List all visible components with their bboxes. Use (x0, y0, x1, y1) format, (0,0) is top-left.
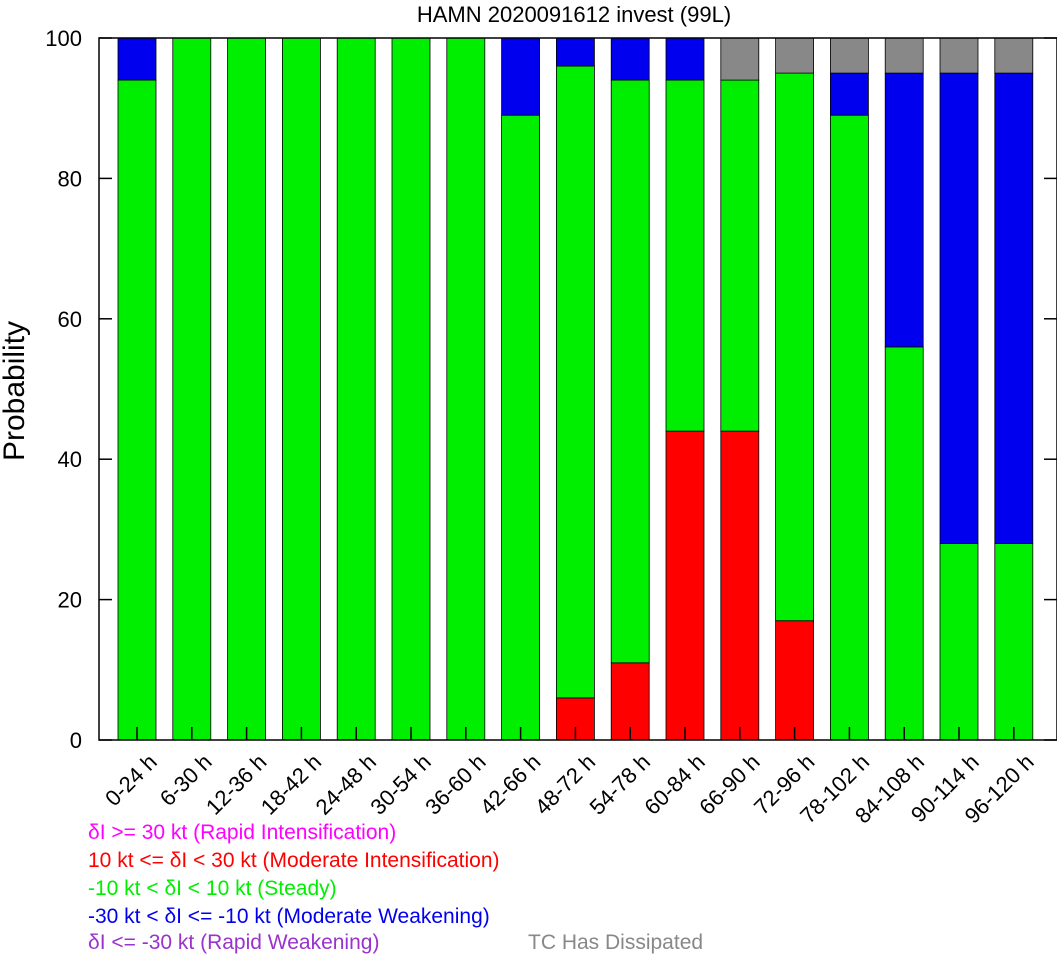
x-tick-label: 18-42 h (256, 749, 326, 819)
x-tick-label: 12-36 h (201, 749, 271, 819)
y-tick-label: 80 (58, 166, 82, 191)
legend-steady: -10 kt < δI < 10 kt (Steady) (88, 877, 337, 900)
chart-title: HAMN 2020091612 invest (99L) (417, 2, 731, 27)
bar-segment (665, 430, 705, 741)
bar-segment (336, 37, 376, 741)
bar-segment (556, 37, 595, 67)
x-tick-label: 24-48 h (311, 749, 381, 819)
bar-segment (775, 620, 814, 741)
bar-segment (117, 79, 157, 741)
y-tick-label: 100 (45, 26, 82, 51)
y-tick-label: 0 (70, 728, 82, 753)
legend-dissipated: TC Has Dissipated (528, 931, 704, 954)
bar-segment (720, 430, 760, 741)
legend-rapid-intensification: δI >= 30 kt (Rapid Intensification) (88, 821, 397, 844)
x-axis: 0-24 h6-30 h12-36 h18-42 h24-48 h30-54 h… (100, 727, 1039, 828)
bar-segment (939, 543, 979, 741)
bar-segment (939, 37, 979, 74)
bar-segment (117, 37, 157, 81)
x-tick-label: 48-72 h (530, 749, 600, 819)
y-axis: 0 20 40 60 80 100 (45, 26, 1057, 753)
bar-segment (884, 346, 924, 741)
bars-layer (117, 37, 1034, 741)
x-tick-label: 0-24 h (100, 749, 162, 811)
x-tick-label: 66-90 h (694, 749, 764, 819)
x-tick-label: 30-54 h (365, 749, 435, 819)
bar-segment (446, 37, 486, 741)
bar-segment (720, 37, 760, 81)
y-tick-label: 20 (58, 588, 82, 613)
bar-segment (281, 37, 321, 741)
x-tick-label: 42-66 h (475, 749, 545, 819)
y-tick-label: 60 (58, 307, 82, 332)
bar-segment (720, 79, 760, 432)
bar-segment (775, 72, 814, 622)
bar-segment (884, 72, 924, 348)
x-tick-label: 54-78 h (585, 749, 655, 819)
bar-segment (610, 37, 650, 81)
plot-frame (98, 37, 1057, 741)
bar-segment (830, 37, 869, 74)
bar-segment (501, 37, 541, 116)
bar-segment (172, 37, 212, 741)
y-axis-label: Probability (0, 321, 31, 461)
legend-moderate-weakening: -30 kt < δI <= -10 kt (Moderate Weakenin… (88, 905, 490, 928)
legend-moderate-intensification: 10 kt <= δI < 30 kt (Moderate Intensific… (88, 849, 500, 872)
bar-segment (775, 37, 814, 74)
x-tick-label: 60-84 h (639, 749, 709, 819)
bar-segment (665, 37, 705, 81)
legend-rapid-weakening: δI <= -30 kt (Rapid Weakening) (88, 931, 380, 954)
bar-segment (556, 65, 595, 699)
bar-segment (884, 37, 924, 74)
bar-segment (994, 543, 1034, 741)
bar-segment (830, 72, 869, 116)
bar-segment (994, 37, 1034, 74)
bar-segment (501, 114, 541, 741)
bar-segment (610, 79, 650, 664)
bar-segment (994, 72, 1034, 544)
x-tick-label: 36-60 h (420, 749, 490, 819)
bar-segment (391, 37, 431, 741)
bar-segment (227, 37, 267, 741)
bar-segment (830, 114, 869, 741)
bar-segment (665, 79, 705, 432)
y-tick-label: 40 (58, 447, 82, 472)
bar-segment (939, 72, 979, 544)
